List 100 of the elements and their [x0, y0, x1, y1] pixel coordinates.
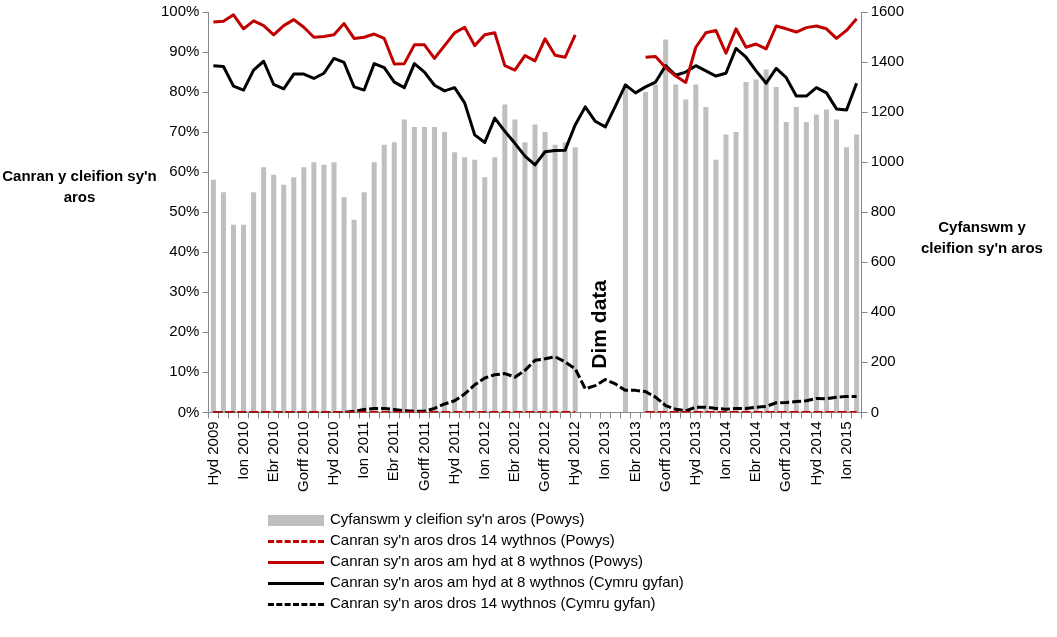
bar	[411, 127, 417, 412]
y-tick-label: 0%	[177, 402, 200, 420]
x-tick-label: Hyd 2012	[565, 421, 583, 486]
bar	[442, 132, 448, 412]
bar	[783, 122, 789, 412]
bar	[502, 104, 508, 412]
bar	[693, 84, 699, 412]
bar	[462, 157, 468, 412]
bar	[703, 107, 709, 412]
bar	[823, 109, 829, 412]
bar	[431, 127, 438, 412]
bar	[301, 167, 307, 412]
x-tick-label: Gorff 2013	[655, 421, 673, 492]
bar	[381, 144, 387, 412]
bar	[251, 192, 257, 412]
bar	[653, 84, 659, 412]
bar	[472, 159, 478, 412]
bar	[773, 87, 779, 412]
y-tick-label: 50%	[169, 202, 200, 220]
x-tick-label: Gorff 2012	[535, 421, 553, 492]
x-tick-label: Hyd 2009	[203, 421, 221, 486]
bar	[713, 159, 719, 412]
y-tick-label: 40%	[169, 242, 200, 260]
bar	[291, 177, 297, 412]
bar	[351, 219, 357, 412]
x-tick-label: Ebr 2014	[746, 421, 764, 483]
bar	[552, 144, 558, 412]
y-tick-label: 30%	[169, 282, 200, 300]
y2-tick-label: 400	[870, 302, 896, 320]
y2-tick-label: 1400	[870, 52, 905, 70]
bar	[562, 142, 568, 412]
bar	[331, 162, 337, 412]
y2-tick-label: 0	[870, 402, 879, 420]
bar	[311, 162, 317, 412]
y2-tick-label: 200	[870, 352, 896, 370]
y-tick-label: 100%	[160, 2, 200, 20]
bar	[361, 192, 367, 412]
bar	[210, 179, 216, 412]
x-tick-label: Ebr 2011	[384, 421, 402, 482]
bar	[482, 177, 488, 412]
bar	[854, 134, 860, 412]
bar	[421, 127, 427, 412]
y2-tick-label: 1000	[870, 152, 905, 170]
x-tick-label: Ion 2013	[595, 421, 613, 480]
y-tick-label: 20%	[169, 322, 200, 340]
y2-tick-label: 600	[870, 252, 896, 270]
bar	[833, 119, 840, 412]
bar	[512, 119, 518, 412]
annotation: Dim data	[587, 279, 611, 369]
bar	[271, 174, 277, 412]
bar	[743, 82, 749, 412]
legend-label: Canran sy'n aros dros 14 wythnos (Cymru gyfan)	[330, 594, 656, 611]
x-tick-label: Gorff 2014	[776, 421, 794, 492]
bar	[683, 99, 689, 412]
x-tick-label: Hyd 2014	[806, 421, 824, 486]
y-tick-label: 90%	[169, 42, 200, 60]
y2-tick-label: 1600	[870, 2, 905, 20]
bar	[281, 184, 287, 412]
bar	[763, 69, 769, 412]
bar	[753, 79, 759, 412]
bar	[532, 124, 538, 412]
x-tick-label: Ion 2012	[474, 421, 492, 480]
bar	[341, 197, 347, 412]
bar	[803, 122, 809, 412]
x-tick-label: Hyd 2010	[324, 421, 342, 486]
y-tick-label: 10%	[169, 362, 200, 380]
y2-tick-label: 1200	[870, 102, 905, 120]
bar	[813, 114, 819, 412]
bar	[522, 142, 528, 412]
y-tick-label: 80%	[169, 82, 200, 100]
y2-axis-title: Cyfanswm y cleifion sy'n aros	[920, 217, 1044, 258]
x-tick-label: Ebr 2013	[625, 421, 643, 483]
y-tick-label: 60%	[169, 162, 200, 180]
x-tick-label: Ebr 2012	[505, 421, 523, 483]
legend-label: Cyfanswm y cleifion sy'n aros (Powys)	[330, 510, 585, 527]
bar	[321, 164, 327, 412]
bar	[261, 167, 267, 412]
bar	[723, 134, 729, 412]
bar	[241, 224, 247, 412]
y-tick-label: 70%	[169, 122, 200, 140]
bar	[673, 84, 679, 412]
x-tick-label: Gorff 2011	[414, 421, 432, 491]
x-tick-label: Ion 2015	[836, 421, 854, 480]
x-tick-label: Hyd 2013	[685, 421, 703, 486]
bar	[371, 162, 377, 412]
x-tick-label: Ion 2014	[716, 421, 734, 480]
legend-label: Canran sy'n aros dros 14 wythnos (Powys)	[330, 531, 615, 548]
bar	[452, 152, 458, 412]
bar	[230, 224, 236, 412]
bar	[733, 132, 739, 412]
x-tick-label: Hyd 2011	[444, 421, 462, 485]
bar	[793, 107, 799, 412]
y-axis-title: Canran y cleifion sy'n aros	[2, 166, 157, 207]
bar	[643, 92, 649, 412]
y2-tick-label: 800	[870, 202, 896, 220]
legend-label: Canran sy'n aros am hyd at 8 wythnos (Cymru gyfan)	[330, 573, 684, 590]
bar	[391, 142, 397, 412]
bar	[572, 147, 578, 412]
bar	[492, 157, 498, 412]
legend-label: Canran sy'n aros am hyd at 8 wythnos (Powys)	[330, 552, 643, 569]
